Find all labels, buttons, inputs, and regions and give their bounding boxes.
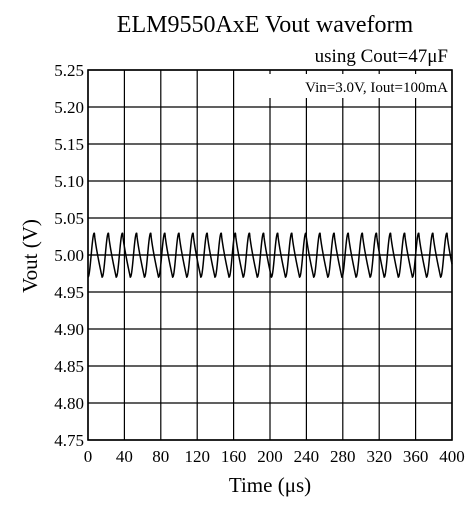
series-line bbox=[87, 232, 453, 278]
x-tick-label: 400 bbox=[439, 447, 465, 466]
y-axis-label: Vout (V) bbox=[18, 219, 42, 293]
y-tick-label: 5.20 bbox=[54, 98, 84, 117]
y-tick-label: 5.10 bbox=[54, 172, 84, 191]
x-tick-label: 80 bbox=[152, 447, 169, 466]
x-tick-label: 360 bbox=[403, 447, 429, 466]
x-tick-label: 0 bbox=[84, 447, 93, 466]
x-tick-label: 280 bbox=[330, 447, 356, 466]
y-tick-label: 5.05 bbox=[54, 209, 84, 228]
y-tick-label: 4.90 bbox=[54, 320, 84, 339]
x-tick-labels: 0 40 80 120 160 200 240 280 320 360 400 bbox=[84, 447, 465, 466]
annotation-background bbox=[256, 74, 450, 98]
x-tick-label: 160 bbox=[221, 447, 247, 466]
y-tick-label: 5.15 bbox=[54, 135, 84, 154]
x-tick-label: 240 bbox=[294, 447, 320, 466]
x-tick-label: 200 bbox=[257, 447, 283, 466]
y-tick-label: 4.85 bbox=[54, 357, 84, 376]
y-tick-label: 5.25 bbox=[54, 61, 84, 80]
series-layer bbox=[87, 232, 453, 278]
x-axis-label: Time (μs) bbox=[229, 473, 311, 497]
plot-frame bbox=[87, 69, 453, 441]
x-tick-label: 40 bbox=[116, 447, 133, 466]
y-tick-label: 4.80 bbox=[54, 394, 84, 413]
y-tick-labels: 4.75 4.80 4.85 4.90 4.95 5.00 5.05 5.10 5.15 5.20… bbox=[54, 61, 84, 450]
y-tick-label: 5.00 bbox=[54, 246, 84, 265]
y-tick-label: 4.95 bbox=[54, 283, 84, 302]
chart-subtitle: using Cout=47μF bbox=[315, 46, 448, 67]
x-tick-label: 120 bbox=[184, 447, 210, 466]
y-tick-label: 4.75 bbox=[54, 431, 84, 450]
x-tick-label: 320 bbox=[366, 447, 392, 466]
chart-title: ELM9550AxE Vout waveform bbox=[117, 12, 414, 38]
annotation: Vin=3.0V, Iout=100mA bbox=[305, 80, 448, 96]
